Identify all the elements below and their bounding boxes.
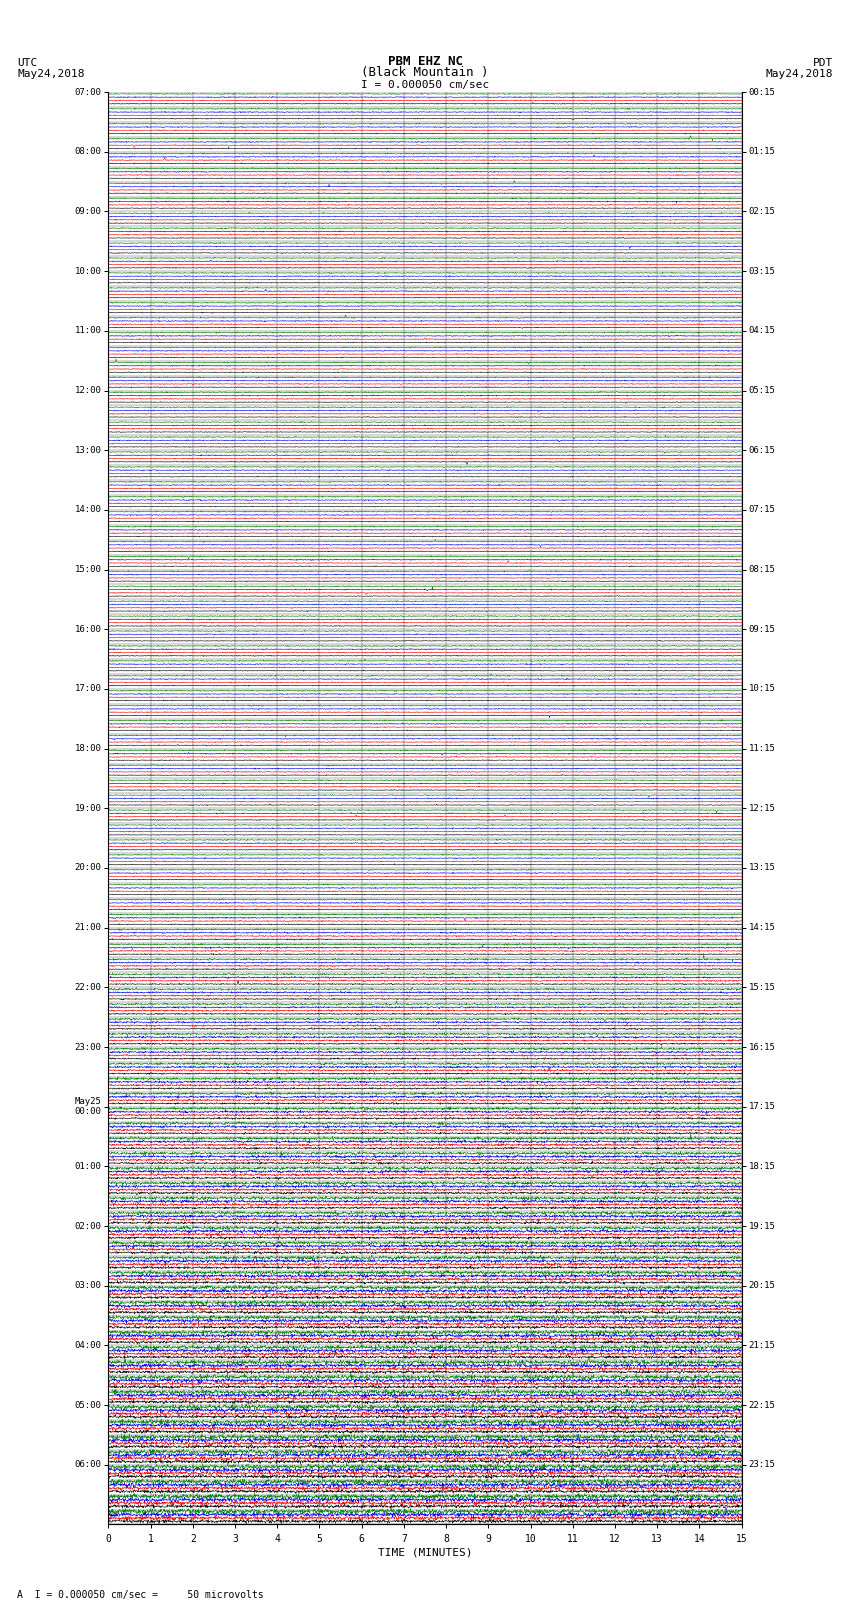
Text: May24,2018: May24,2018 bbox=[17, 69, 84, 79]
Text: PBM EHZ NC: PBM EHZ NC bbox=[388, 55, 462, 68]
Text: I = 0.000050 cm/sec: I = 0.000050 cm/sec bbox=[361, 81, 489, 90]
Text: PDT: PDT bbox=[813, 58, 833, 68]
X-axis label: TIME (MINUTES): TIME (MINUTES) bbox=[377, 1548, 473, 1558]
Text: May24,2018: May24,2018 bbox=[766, 69, 833, 79]
Text: A  I = 0.000050 cm/sec =     50 microvolts: A I = 0.000050 cm/sec = 50 microvolts bbox=[17, 1590, 264, 1600]
Text: (Black Mountain ): (Black Mountain ) bbox=[361, 66, 489, 79]
Text: UTC: UTC bbox=[17, 58, 37, 68]
